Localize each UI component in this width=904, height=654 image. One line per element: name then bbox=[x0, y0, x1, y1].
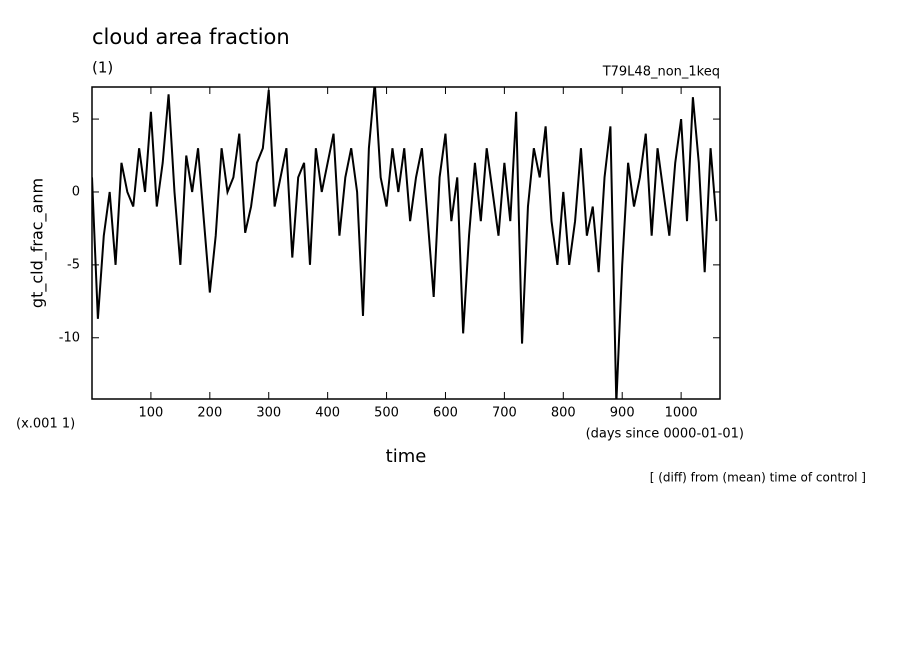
y-tick-label: 5 bbox=[72, 112, 80, 127]
y-axis-label: gt_cld_frac_anm bbox=[28, 178, 48, 308]
subtitle: (1) bbox=[92, 59, 113, 77]
x-tick-label: 300 bbox=[256, 406, 281, 421]
x-unit: (days since 0000-01-01) bbox=[586, 427, 744, 442]
y-unit: (x.001 1) bbox=[16, 417, 75, 432]
x-tick-label: 100 bbox=[138, 406, 163, 421]
x-tick-label: 200 bbox=[197, 406, 222, 421]
x-axis-label: time bbox=[386, 446, 427, 467]
x-tick-label: 400 bbox=[315, 406, 340, 421]
x-tick-label: 500 bbox=[374, 406, 399, 421]
x-tick-label: 900 bbox=[610, 406, 635, 421]
run-label: T79L48_non_1keq bbox=[602, 65, 720, 80]
x-tick-label: 700 bbox=[492, 406, 517, 421]
x-tick-label: 600 bbox=[433, 406, 458, 421]
y-tick-label: 0 bbox=[72, 184, 80, 199]
plot-frame bbox=[91, 86, 721, 400]
note: [ (diff) from (mean) time of control ] bbox=[650, 471, 866, 485]
x-tick-label: 1000 bbox=[665, 406, 698, 421]
x-tick-label: 800 bbox=[551, 406, 576, 421]
data-line bbox=[92, 87, 718, 399]
chart-title: cloud area fraction bbox=[92, 25, 290, 49]
y-tick-label: -5 bbox=[67, 257, 80, 272]
y-tick-label: -10 bbox=[59, 330, 80, 345]
